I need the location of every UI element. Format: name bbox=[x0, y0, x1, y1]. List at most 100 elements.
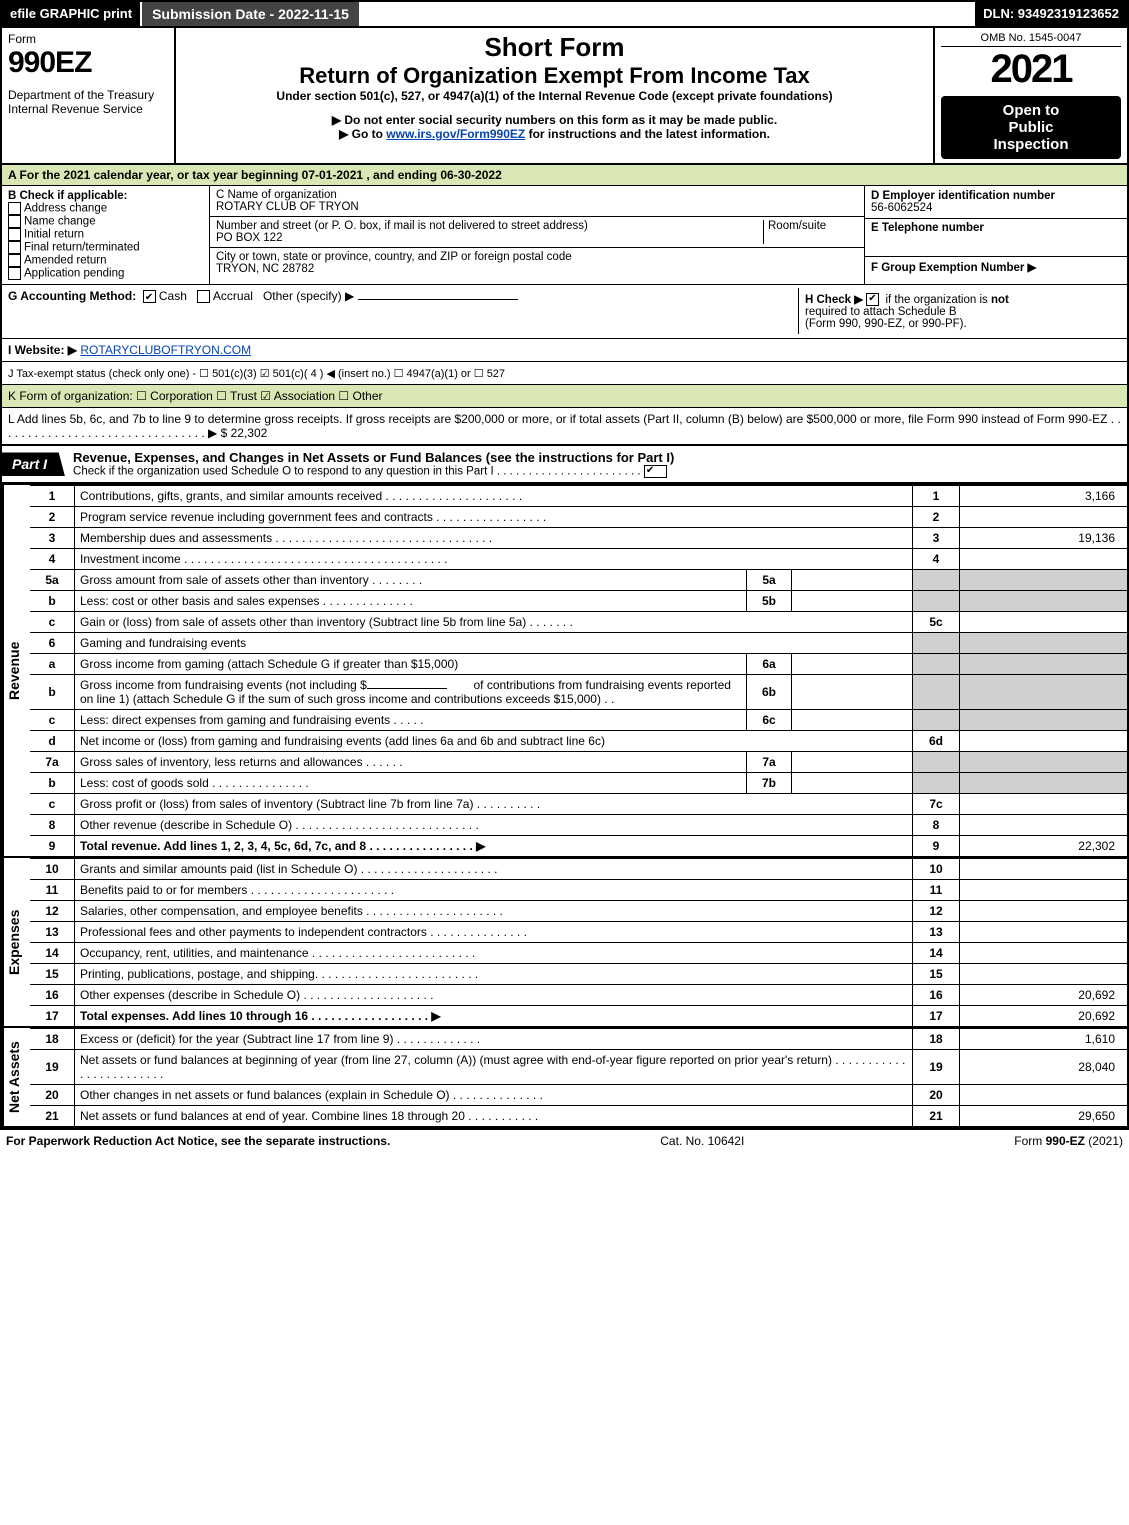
line-19: 19Net assets or fund balances at beginni… bbox=[30, 1050, 1127, 1085]
bcd-row: B Check if applicable: Address change Na… bbox=[2, 185, 1127, 284]
topbar: efile GRAPHIC print Submission Date - 20… bbox=[2, 2, 1127, 26]
b-amended[interactable]: Amended return bbox=[8, 254, 203, 267]
website-link[interactable]: ROTARYCLUBOFTRYON.COM bbox=[80, 343, 251, 357]
footer-right: Form 990-EZ (2021) bbox=[1014, 1134, 1123, 1148]
omb-number: OMB No. 1545-0047 bbox=[941, 32, 1121, 47]
g-cash-check[interactable] bbox=[143, 290, 156, 303]
c-name-label: C Name of organization bbox=[216, 189, 337, 201]
h-text1: if the organization is bbox=[885, 294, 990, 306]
line-7a: 7aGross sales of inventory, less returns… bbox=[30, 752, 1127, 773]
line-12: 12Salaries, other compensation, and empl… bbox=[30, 901, 1127, 922]
c-street-label: Number and street (or P. O. box, if mail… bbox=[216, 220, 588, 232]
line-18: 18Excess or (deficit) for the year (Subt… bbox=[30, 1029, 1127, 1050]
open-to-public: Open to Public Inspection bbox=[941, 96, 1121, 159]
goto-note: ▶ Go to www.irs.gov/Form990EZ for instru… bbox=[186, 127, 923, 141]
h-not: not bbox=[991, 294, 1009, 306]
section-gh: H Check ▶ if the organization is not req… bbox=[2, 284, 1127, 338]
irs-link[interactable]: www.irs.gov/Form990EZ bbox=[386, 127, 525, 141]
line-11: 11Benefits paid to or for members . . . … bbox=[30, 880, 1127, 901]
footer-mid: Cat. No. 10642I bbox=[660, 1134, 744, 1148]
h-text3: (Form 990, 990-EZ, or 990-PF). bbox=[805, 318, 967, 330]
line-6d: dNet income or (loss) from gaming and fu… bbox=[30, 731, 1127, 752]
line-1: 1Contributions, gifts, grants, and simil… bbox=[30, 486, 1127, 507]
line-6c: cLess: direct expenses from gaming and f… bbox=[30, 710, 1127, 731]
goto-pre: ▶ Go to bbox=[339, 127, 386, 141]
revenue-label: Revenue bbox=[2, 485, 30, 856]
i-label: I Website: ▶ bbox=[8, 343, 77, 357]
g-other: Other (specify) ▶ bbox=[263, 289, 354, 303]
part1-schedO-check[interactable] bbox=[644, 465, 667, 478]
h-checkbox[interactable] bbox=[866, 293, 879, 306]
b-final-return[interactable]: Final return/terminated bbox=[8, 241, 203, 254]
expenses-label: Expenses bbox=[2, 858, 30, 1026]
section-j: J Tax-exempt status (check only one) - ☐… bbox=[2, 361, 1127, 384]
submission-date: Submission Date - 2022-11-15 bbox=[140, 2, 359, 26]
line-16: 16Other expenses (describe in Schedule O… bbox=[30, 985, 1127, 1006]
c-city-value: TRYON, NC 28782 bbox=[216, 263, 314, 275]
l-text: L Add lines 5b, 6c, and 7b to line 9 to … bbox=[8, 412, 1121, 440]
netassets-table: 18Excess or (deficit) for the year (Subt… bbox=[30, 1028, 1127, 1126]
line-13: 13Professional fees and other payments t… bbox=[30, 922, 1127, 943]
short-form-title: Short Form bbox=[186, 32, 923, 63]
line-9: 9Total revenue. Add lines 1, 2, 3, 4, 5c… bbox=[30, 836, 1127, 857]
c-city-label: City or town, state or province, country… bbox=[216, 251, 572, 263]
goto-post: for instructions and the latest informat… bbox=[525, 127, 770, 141]
g-accrual-check[interactable] bbox=[197, 290, 210, 303]
h-text2: required to attach Schedule B bbox=[805, 306, 957, 318]
line-2: 2Program service revenue including gover… bbox=[30, 507, 1127, 528]
b-initial-return[interactable]: Initial return bbox=[8, 228, 203, 241]
expenses-table: 10Grants and similar amounts paid (list … bbox=[30, 858, 1127, 1026]
line-8: 8Other revenue (describe in Schedule O) … bbox=[30, 815, 1127, 836]
dln: DLN: 93492319123652 bbox=[975, 2, 1127, 26]
section-a-period: A For the 2021 calendar year, or tax yea… bbox=[2, 163, 1127, 185]
form-label: Form bbox=[8, 32, 168, 46]
section-def: D Employer identification number 56-6062… bbox=[865, 186, 1127, 284]
g-cash: Cash bbox=[159, 289, 187, 303]
return-title: Return of Organization Exempt From Incom… bbox=[186, 63, 923, 89]
form-container: efile GRAPHIC print Submission Date - 20… bbox=[0, 0, 1129, 1128]
form-header: Form 990EZ Department of the Treasury In… bbox=[2, 26, 1127, 163]
dept-treasury: Department of the Treasury bbox=[8, 88, 168, 102]
c-city: City or town, state or province, country… bbox=[210, 248, 864, 278]
part1-title: Revenue, Expenses, and Changes in Net As… bbox=[65, 446, 1127, 482]
c-name-value: ROTARY CLUB OF TRYON bbox=[216, 201, 359, 213]
line-20: 20Other changes in net assets or fund ba… bbox=[30, 1085, 1127, 1106]
line-6: 6Gaming and fundraising events bbox=[30, 633, 1127, 654]
line-14: 14Occupancy, rent, utilities, and mainte… bbox=[30, 943, 1127, 964]
header-left: Form 990EZ Department of the Treasury In… bbox=[2, 28, 176, 163]
netassets-section: Net Assets 18Excess or (deficit) for the… bbox=[2, 1026, 1127, 1126]
part1-header: Part I Revenue, Expenses, and Changes in… bbox=[2, 444, 1127, 483]
open-line1: Open to bbox=[949, 102, 1113, 119]
under-section: Under section 501(c), 527, or 4947(a)(1)… bbox=[186, 89, 923, 103]
section-i: I Website: ▶ ROTARYCLUBOFTRYON.COM bbox=[2, 338, 1127, 361]
form-number: 990EZ bbox=[8, 46, 168, 80]
line-6b: bGross income from fundraising events (n… bbox=[30, 675, 1127, 710]
revenue-table: 1Contributions, gifts, grants, and simil… bbox=[30, 485, 1127, 856]
c-street-value: PO BOX 122 bbox=[216, 232, 282, 244]
f-label: F Group Exemption Number ▶ bbox=[865, 256, 1127, 274]
line-6a: aGross income from gaming (attach Schedu… bbox=[30, 654, 1127, 675]
b-label: B Check if applicable: bbox=[8, 190, 203, 202]
line-5b: bLess: cost or other basis and sales exp… bbox=[30, 591, 1127, 612]
line-21: 21Net assets or fund balances at end of … bbox=[30, 1106, 1127, 1127]
section-l: L Add lines 5b, 6c, and 7b to line 9 to … bbox=[2, 407, 1127, 444]
b-pending[interactable]: Application pending bbox=[8, 267, 203, 280]
dept-irs: Internal Revenue Service bbox=[8, 102, 168, 116]
section-h: H Check ▶ if the organization is not req… bbox=[798, 288, 1121, 334]
line-3: 3Membership dues and assessments . . . .… bbox=[30, 528, 1127, 549]
line-15: 15Printing, publications, postage, and s… bbox=[30, 964, 1127, 985]
e-label: E Telephone number bbox=[865, 218, 1127, 234]
b-addr-change[interactable]: Address change bbox=[8, 202, 203, 215]
line-4: 4Investment income . . . . . . . . . . .… bbox=[30, 549, 1127, 570]
tax-year: 2021 bbox=[941, 47, 1121, 92]
d-label: D Employer identification number bbox=[871, 190, 1121, 202]
c-street: Number and street (or P. O. box, if mail… bbox=[210, 217, 864, 248]
b-name-change[interactable]: Name change bbox=[8, 215, 203, 228]
section-b: B Check if applicable: Address change Na… bbox=[2, 186, 210, 284]
line-5a: 5aGross amount from sale of assets other… bbox=[30, 570, 1127, 591]
line-10: 10Grants and similar amounts paid (list … bbox=[30, 859, 1127, 880]
g-label: G Accounting Method: bbox=[8, 289, 136, 303]
efile-print[interactable]: efile GRAPHIC print bbox=[2, 2, 140, 26]
header-mid: Short Form Return of Organization Exempt… bbox=[176, 28, 935, 163]
footer: For Paperwork Reduction Act Notice, see … bbox=[0, 1128, 1129, 1152]
